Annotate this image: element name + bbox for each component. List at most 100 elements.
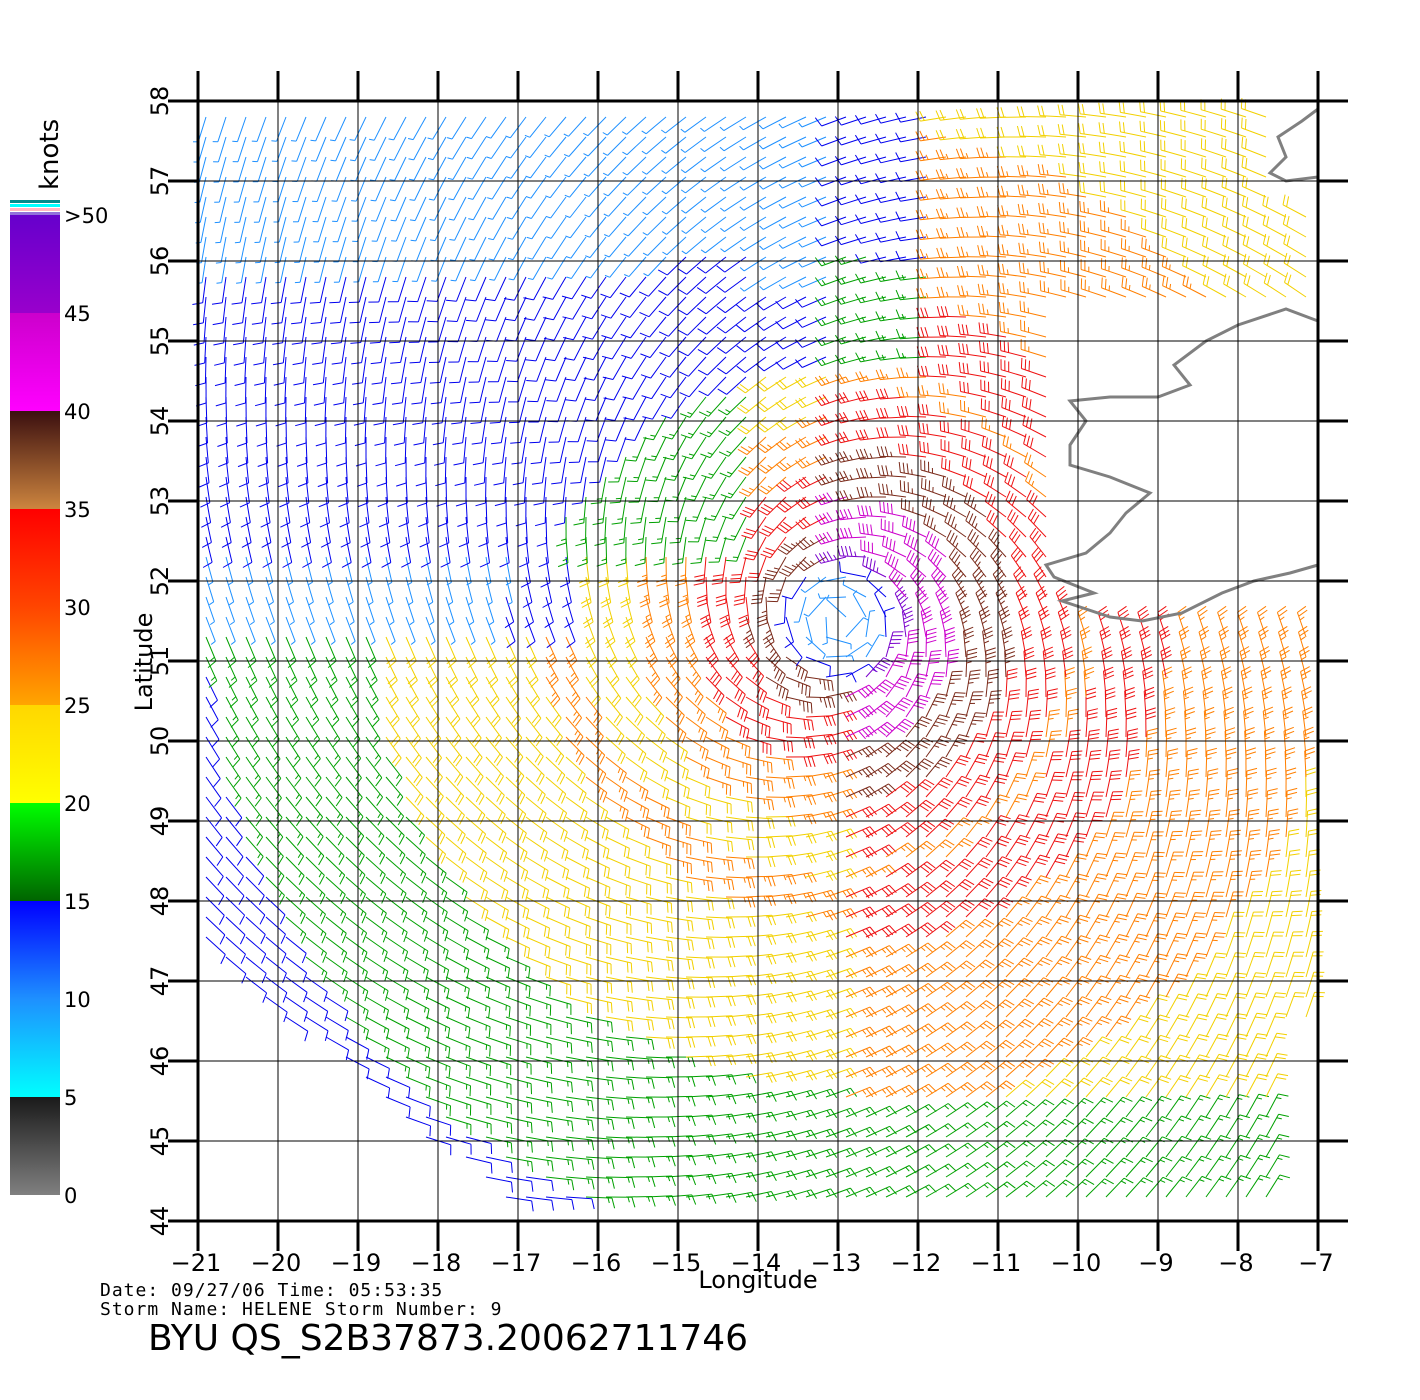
wind-barb xyxy=(814,434,847,446)
wind-barb xyxy=(716,336,747,354)
wind-barb xyxy=(1225,768,1238,798)
wind-barb xyxy=(485,1156,513,1173)
wind-barb xyxy=(632,516,647,545)
wind-barb xyxy=(265,776,282,807)
wind-barb xyxy=(488,376,507,403)
wind-barb xyxy=(325,596,335,626)
wind-barb xyxy=(739,236,767,252)
wind-barb xyxy=(680,156,707,174)
wind-barb xyxy=(1060,279,1087,298)
wind-barb xyxy=(544,116,567,138)
wind-barb xyxy=(345,916,368,943)
wind-barb xyxy=(385,1016,410,1040)
wind-barb xyxy=(641,116,667,135)
wind-barb xyxy=(719,196,747,212)
wind-barb xyxy=(937,325,967,338)
wind-barb xyxy=(1165,953,1188,978)
wind-barb xyxy=(625,896,652,915)
wind-barb xyxy=(825,655,855,661)
wind-barb xyxy=(408,136,427,161)
wind-barb xyxy=(755,336,787,352)
wind-barb xyxy=(485,896,509,921)
wind-barb xyxy=(1005,1099,1035,1118)
wind-barb xyxy=(855,273,887,284)
wind-barb xyxy=(234,196,247,223)
wind-barb xyxy=(845,1086,877,1098)
wind-barb xyxy=(318,476,329,508)
wind-barb xyxy=(254,216,267,243)
wind-barb xyxy=(756,436,787,454)
wind-barb xyxy=(1180,646,1191,678)
wind-barb xyxy=(845,906,877,919)
wind-barb xyxy=(305,976,328,1002)
wind-barb xyxy=(885,883,917,898)
wind-barb xyxy=(1300,666,1311,698)
wind-barb xyxy=(719,136,747,152)
wind-barb xyxy=(705,676,725,706)
wind-barb xyxy=(193,156,207,183)
wind-barb xyxy=(277,436,288,467)
wind-barb xyxy=(925,920,956,938)
wind-barb xyxy=(505,836,528,863)
wind-barb xyxy=(526,196,547,219)
wind-barb xyxy=(925,1143,957,1158)
wind-barb xyxy=(1016,125,1047,138)
wind-barb xyxy=(785,756,816,768)
wind-barb xyxy=(565,676,581,708)
wind-barb xyxy=(745,696,770,721)
wind-barb xyxy=(405,956,429,981)
wind-barb xyxy=(736,396,767,414)
wind-barb xyxy=(1025,1159,1055,1178)
wind-barb xyxy=(285,676,299,708)
wind-barb xyxy=(1140,646,1153,678)
wind-barb xyxy=(719,176,747,192)
wind-barb xyxy=(795,456,827,469)
wind-barb xyxy=(219,456,230,488)
wind-barb xyxy=(1001,626,1013,658)
wind-barb xyxy=(758,136,787,150)
wind-barb xyxy=(677,256,707,275)
wind-barb xyxy=(805,1168,838,1178)
wind-barb xyxy=(945,648,960,678)
wind-barb xyxy=(405,556,413,586)
wind-barb xyxy=(795,556,827,572)
wind-barb xyxy=(302,536,312,568)
date-time-line: Date: 09/27/06 Time: 05:53:35 xyxy=(100,1280,444,1301)
wind-barb xyxy=(1045,751,1064,778)
wind-barb xyxy=(390,196,407,222)
wind-barb xyxy=(1158,625,1171,658)
wind-barb xyxy=(551,456,567,485)
product-title: BYU QS_S2B37873.20062711746 xyxy=(148,1318,749,1359)
wind-barb xyxy=(1118,101,1147,118)
wind-barb xyxy=(745,1111,777,1122)
wind-barb xyxy=(545,836,569,862)
wind-barb xyxy=(865,1165,897,1178)
wind-barb xyxy=(1159,100,1187,118)
wind-barb xyxy=(1005,957,1034,978)
lon-tick-label: −20 xyxy=(251,1249,302,1277)
wind-barb xyxy=(545,1096,574,1113)
wind-barb xyxy=(865,721,896,738)
wind-barb xyxy=(894,586,909,618)
wind-barb xyxy=(399,516,410,548)
wind-barb xyxy=(653,536,667,566)
wind-barb xyxy=(242,536,253,568)
wind-barb xyxy=(305,836,325,866)
wind-barb xyxy=(385,856,407,884)
wind-barb xyxy=(425,896,448,922)
wind-barb xyxy=(603,196,627,217)
wind-barb xyxy=(489,396,507,424)
wind-barb xyxy=(1065,1097,1094,1118)
wind-barb xyxy=(1025,916,1052,938)
wind-barb xyxy=(642,396,667,420)
wind-barb xyxy=(855,448,887,460)
wind-barb xyxy=(445,896,469,922)
wind-barb xyxy=(854,154,887,165)
wind-barb xyxy=(875,193,907,203)
wind-barb xyxy=(1222,215,1247,238)
wind-barb xyxy=(333,376,347,406)
wind-barb xyxy=(273,356,287,386)
wind-barb xyxy=(1101,646,1113,678)
wind-barb xyxy=(1285,992,1306,1018)
wind-barb xyxy=(603,216,627,238)
